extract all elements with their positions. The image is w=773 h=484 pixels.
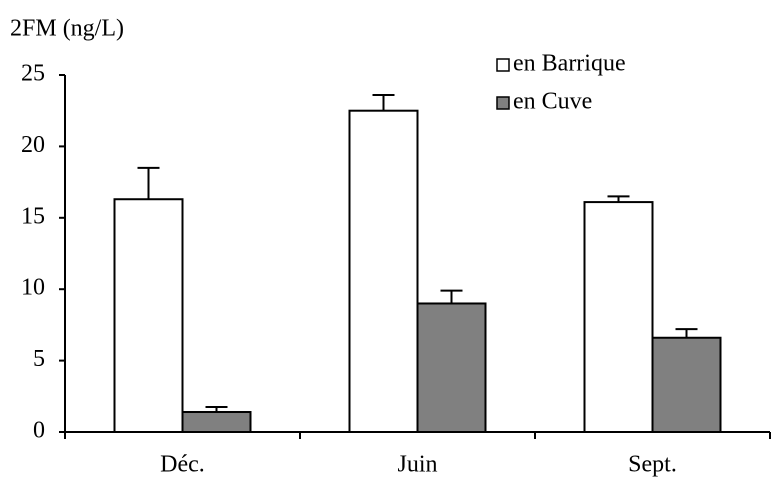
- legend-swatch: [496, 96, 510, 110]
- error-bar: [137, 166, 160, 200]
- x-tick-label: Déc.: [160, 452, 205, 478]
- error-bar: [675, 328, 698, 338]
- bar: [416, 302, 487, 434]
- y-tick-label: 20: [21, 132, 45, 158]
- y-tick-label: 0: [33, 418, 45, 444]
- bar: [583, 201, 654, 433]
- y-tick-label: 15: [21, 203, 45, 229]
- bar: [348, 109, 419, 433]
- x-tick-label: Juin: [397, 452, 437, 478]
- bar: [181, 411, 252, 433]
- y-tick-label: 5: [33, 346, 45, 372]
- error-bar: [440, 289, 463, 304]
- legend-swatch: [496, 58, 510, 72]
- y-tick-label: 10: [21, 275, 45, 301]
- bar: [651, 336, 722, 434]
- x-tick-label: Sept.: [628, 452, 677, 478]
- y-tick-label: 25: [21, 61, 45, 87]
- bar: [113, 198, 184, 433]
- error-bar: [372, 93, 395, 111]
- y-axis-label: 2FM (ng/L): [10, 16, 124, 42]
- legend-label: en Barrique: [513, 51, 626, 77]
- legend-label: en Cuve: [513, 89, 592, 115]
